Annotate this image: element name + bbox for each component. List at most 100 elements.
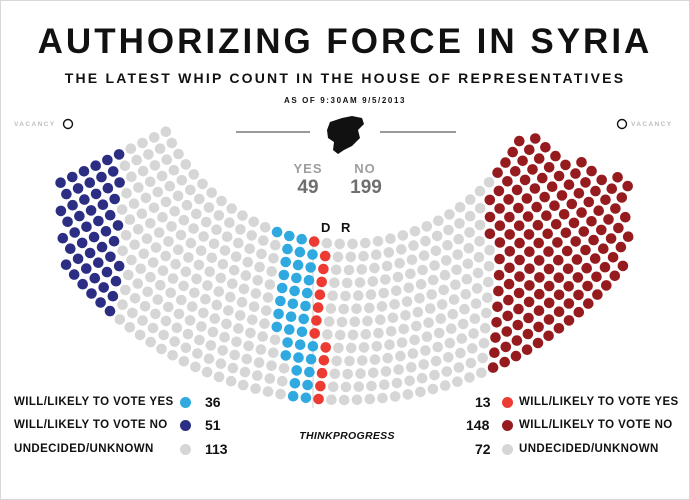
seat-dot xyxy=(400,310,411,321)
seat-dot xyxy=(304,366,315,378)
seat-dot xyxy=(181,199,193,211)
seat-dot xyxy=(163,301,174,313)
seat-dot xyxy=(507,146,518,158)
seat-dot xyxy=(563,179,575,190)
seat-dot xyxy=(112,220,124,231)
seat-dot xyxy=(514,135,525,147)
seat-dot xyxy=(511,184,523,196)
seat-dot xyxy=(131,154,142,166)
seat-dot xyxy=(539,191,550,203)
no-total: 199 xyxy=(350,177,382,198)
seat-dot xyxy=(561,245,573,257)
seat-dot xyxy=(215,358,227,370)
seat-dot xyxy=(351,394,363,406)
seat-dot xyxy=(160,315,172,327)
seat-dot xyxy=(492,301,503,313)
seat-dot xyxy=(188,223,199,234)
seat-dot xyxy=(239,366,251,378)
seat-dot xyxy=(432,341,444,353)
seat-dot xyxy=(336,316,348,328)
seat-dot xyxy=(513,303,524,315)
seat-dot xyxy=(421,331,433,343)
seat-dot xyxy=(603,214,614,225)
seat-dot xyxy=(237,379,249,391)
seat-dot xyxy=(240,270,252,281)
seat-dot xyxy=(167,273,179,284)
seat-dot xyxy=(534,272,545,283)
seat-dot xyxy=(69,227,80,238)
seat-dot xyxy=(427,274,439,286)
seat-dot xyxy=(360,329,372,340)
seat-dot xyxy=(588,234,599,246)
seat-dot xyxy=(166,221,177,232)
seat-dot xyxy=(591,271,602,283)
seat-dot xyxy=(500,341,512,353)
seat-dot xyxy=(572,272,584,283)
seat-dot xyxy=(309,328,321,339)
seat-dot xyxy=(152,186,164,198)
seat-dot xyxy=(96,241,108,253)
seat-dot xyxy=(183,252,194,263)
dem-no-swatch xyxy=(180,420,191,431)
seat-dot xyxy=(550,219,562,230)
seat-dot xyxy=(282,243,293,255)
seat-dot xyxy=(355,368,366,379)
seat-dot xyxy=(292,259,304,271)
seat-dot xyxy=(233,323,244,334)
seat-dot xyxy=(489,347,500,359)
seat-dot xyxy=(148,132,160,143)
vacancy-label-left: VACANCY xyxy=(14,121,56,128)
seat-dot xyxy=(370,249,382,260)
seat-dot xyxy=(305,262,317,273)
seat-dot xyxy=(318,355,330,366)
seat-dot xyxy=(327,381,339,393)
seat-dot xyxy=(235,224,246,235)
seat-dot xyxy=(523,296,535,308)
seat-dot xyxy=(408,240,419,251)
seat-dot xyxy=(378,287,390,299)
seat-dot xyxy=(137,137,148,149)
seat-dot xyxy=(117,245,128,257)
seat-dot xyxy=(248,216,259,228)
seat-dot xyxy=(256,248,267,260)
seat-dot xyxy=(206,252,218,264)
seat-dot xyxy=(502,176,513,187)
seat-dot xyxy=(72,183,84,194)
seat-dot xyxy=(429,260,440,271)
seat-dot xyxy=(476,367,487,379)
seat-dot xyxy=(107,166,119,177)
seat-dot xyxy=(165,287,176,299)
seat-dot xyxy=(79,194,90,205)
seat-dot xyxy=(527,164,538,175)
seat-dot xyxy=(404,375,415,387)
seat-dot xyxy=(530,133,541,144)
seat-dot xyxy=(546,181,558,192)
seat-dot xyxy=(433,215,444,227)
seat-dot xyxy=(531,201,542,213)
seat-dot xyxy=(143,149,154,160)
seat-dot xyxy=(461,273,473,285)
seat-dot xyxy=(523,312,534,324)
seat-dot xyxy=(312,302,324,313)
seat-dot xyxy=(514,237,525,249)
seat-dot xyxy=(521,344,533,356)
seat-dot xyxy=(517,155,528,167)
seat-dot xyxy=(581,262,592,274)
seat-dot xyxy=(302,379,313,391)
seat-dot xyxy=(477,352,489,364)
seat-dot xyxy=(484,228,496,240)
seat-dot xyxy=(487,362,499,373)
seat-dot xyxy=(358,250,369,262)
seat-dot xyxy=(401,296,413,307)
seat-dot xyxy=(340,290,351,302)
seat-dot xyxy=(522,211,534,222)
seat-dot xyxy=(347,329,359,341)
seat-dot xyxy=(354,277,366,288)
seat-dot xyxy=(101,266,113,278)
seat-dot xyxy=(280,256,292,268)
seat-dot xyxy=(305,353,317,365)
seat-dot xyxy=(217,259,229,270)
seat-dot xyxy=(137,165,149,177)
seat-dot xyxy=(342,368,354,380)
page-title: AUTHORIZING FORCE IN SYRIA xyxy=(37,22,653,61)
